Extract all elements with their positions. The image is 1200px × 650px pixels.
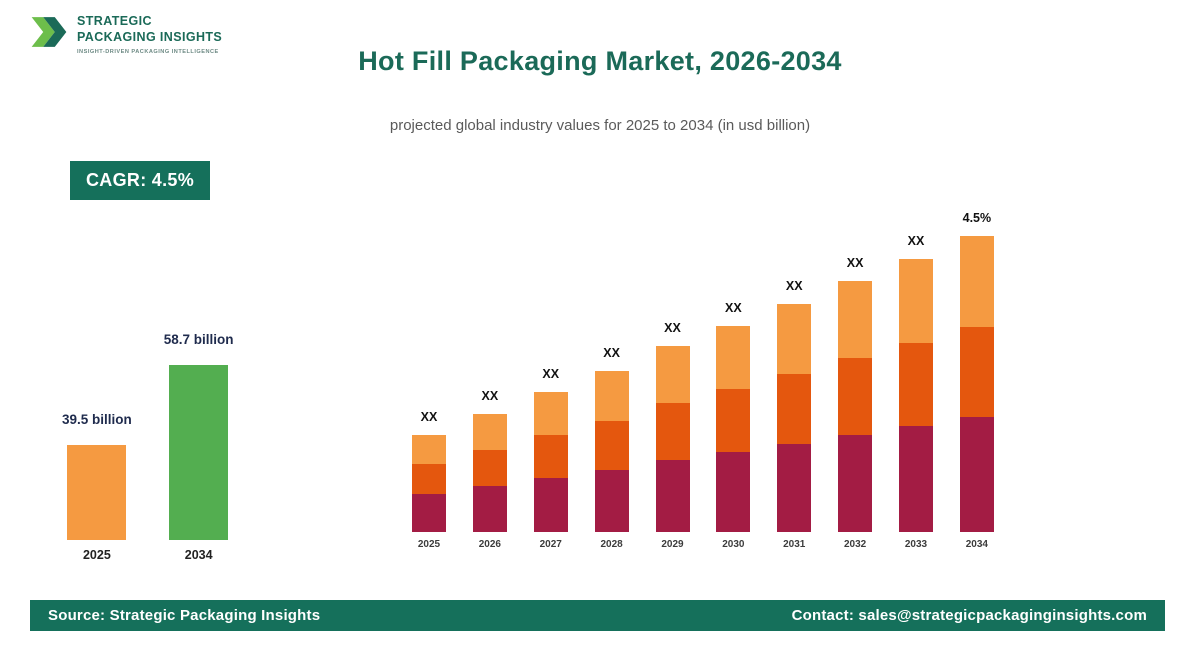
bar-segment-bottom bbox=[838, 435, 873, 532]
x-axis-label: 2025 bbox=[82, 548, 111, 562]
stacked-bar bbox=[472, 414, 507, 532]
bar-value-label: 58.7 billion bbox=[163, 332, 234, 347]
bar-segment-middle bbox=[959, 327, 994, 417]
stacked-bar bbox=[533, 392, 568, 532]
footer-source: Source: Strategic Packaging Insights bbox=[48, 607, 321, 624]
stacked-bar-group: XX 2030 bbox=[716, 301, 751, 550]
bar-segment-top bbox=[838, 281, 873, 358]
stacked-bar bbox=[594, 371, 629, 532]
stacked-bar bbox=[838, 281, 873, 532]
bar-segment-middle bbox=[655, 403, 690, 460]
bar-segment-top bbox=[472, 414, 507, 450]
bar-segment-top bbox=[716, 326, 751, 389]
stacked-bar-group: XX 2026 bbox=[472, 389, 507, 550]
bar-top-label: 4.5% bbox=[962, 211, 992, 225]
logo: STRATEGIC PACKAGING INSIGHTS INSIGHT-DRI… bbox=[30, 12, 222, 57]
stacked-bar bbox=[899, 259, 933, 532]
chevron-logo-icon bbox=[30, 12, 68, 57]
bar-segment-middle bbox=[412, 464, 446, 494]
stacked-chart: XX 2025 XX 2026 XX 2027 XX 2028 XX 2029 XX 2030 XX 20… bbox=[412, 211, 994, 550]
x-axis-label: 2032 bbox=[844, 539, 867, 550]
stacked-bar bbox=[412, 435, 446, 532]
stacked-bar bbox=[655, 346, 690, 532]
footer-bar: Source: Strategic Packaging Insights Con… bbox=[30, 600, 1165, 631]
x-axis-label: 2026 bbox=[478, 539, 501, 550]
stacked-bar-group: XX 2031 bbox=[777, 279, 812, 550]
bar-segment-middle bbox=[472, 450, 507, 486]
stacked-bar-group: XX 2029 bbox=[655, 321, 690, 550]
bar bbox=[67, 445, 127, 540]
bar-segment-middle bbox=[899, 343, 933, 426]
x-axis-label: 2030 bbox=[722, 539, 745, 550]
bar-top-label: XX bbox=[603, 346, 620, 360]
bar-segment-top bbox=[777, 304, 812, 374]
logo-line1: STRATEGIC bbox=[77, 13, 152, 28]
logo-tagline: INSIGHT-DRIVEN PACKAGING INTELLIGENCE bbox=[77, 49, 219, 56]
stacked-bar bbox=[959, 236, 994, 532]
stacked-bar bbox=[777, 304, 812, 532]
stacked-bar-group: XX 2027 bbox=[533, 367, 568, 550]
bar-top-label: XX bbox=[785, 279, 803, 293]
x-axis-label: 2034 bbox=[965, 539, 988, 550]
bar-top-label: XX bbox=[481, 389, 499, 403]
bar-segment-top bbox=[899, 259, 933, 343]
bar-segment-middle bbox=[777, 374, 812, 444]
stacked-bar-group: 4.5% 2034 bbox=[959, 211, 994, 550]
bar-segment-top bbox=[412, 435, 446, 464]
bar-segment-bottom bbox=[533, 478, 568, 532]
x-axis-label: 2028 bbox=[600, 539, 623, 550]
bar-top-label: XX bbox=[664, 321, 681, 335]
bar-segment-bottom bbox=[472, 486, 507, 532]
stacked-bar-group: XX 2025 bbox=[412, 410, 446, 550]
bar-segment-top bbox=[655, 346, 690, 403]
bar-segment-bottom bbox=[777, 444, 812, 532]
bar-value-label: 39.5 billion bbox=[62, 412, 132, 427]
bar-segment-middle bbox=[716, 389, 751, 452]
logo-text: STRATEGIC PACKAGING INSIGHTS INSIGHT-DRI… bbox=[77, 14, 222, 55]
x-axis-label: 2025 bbox=[417, 539, 441, 550]
cagr-badge: CAGR: 4.5% bbox=[70, 161, 211, 200]
bar-top-label: XX bbox=[725, 301, 742, 315]
x-axis-label: 2031 bbox=[783, 539, 806, 550]
stacked-bar-group: XX 2033 bbox=[899, 234, 933, 550]
bar-segment-bottom bbox=[594, 470, 629, 532]
bar-segment-middle bbox=[594, 421, 629, 470]
stacked-bar-group: XX 2028 bbox=[594, 346, 629, 550]
page-subtitle: projected global industry values for 202… bbox=[389, 117, 811, 134]
bar-segment-bottom bbox=[899, 426, 933, 532]
bar-segment-bottom bbox=[655, 460, 690, 532]
bar-segment-top bbox=[594, 371, 629, 421]
bar-top-label: XX bbox=[542, 367, 560, 381]
bar-segment-middle bbox=[838, 358, 873, 435]
bar-segment-bottom bbox=[959, 417, 994, 532]
x-axis-label: 2027 bbox=[539, 539, 562, 550]
bar-segment-bottom bbox=[412, 494, 446, 532]
page-title: Hot Fill Packaging Market, 2026-2034 bbox=[358, 46, 842, 76]
bar bbox=[169, 365, 229, 540]
footer-contact: Contact: sales@strategicpackaginginsight… bbox=[791, 607, 1147, 624]
stacked-bar-group: XX 2032 bbox=[838, 256, 873, 550]
growth-summary-chart: 39.5 billion 2025 58.7 billion 2034 bbox=[62, 332, 234, 562]
bar-top-label: XX bbox=[420, 410, 438, 424]
bar-segment-top bbox=[959, 236, 994, 327]
x-axis-label: 2029 bbox=[661, 539, 684, 550]
bar-segment-bottom bbox=[716, 452, 751, 532]
bar-segment-top bbox=[533, 392, 568, 435]
logo-line2: PACKAGING INSIGHTS bbox=[77, 29, 223, 44]
bar-segment-middle bbox=[533, 435, 568, 478]
x-axis-label: 2034 bbox=[184, 548, 213, 562]
x-axis-label: 2033 bbox=[904, 539, 928, 550]
bar-top-label: XX bbox=[846, 256, 864, 270]
mini-bar-group: 58.7 billion 2034 bbox=[164, 332, 234, 562]
stacked-bar bbox=[716, 326, 751, 532]
mini-bar-group: 39.5 billion 2025 bbox=[62, 412, 132, 562]
bar-top-label: XX bbox=[907, 234, 925, 248]
